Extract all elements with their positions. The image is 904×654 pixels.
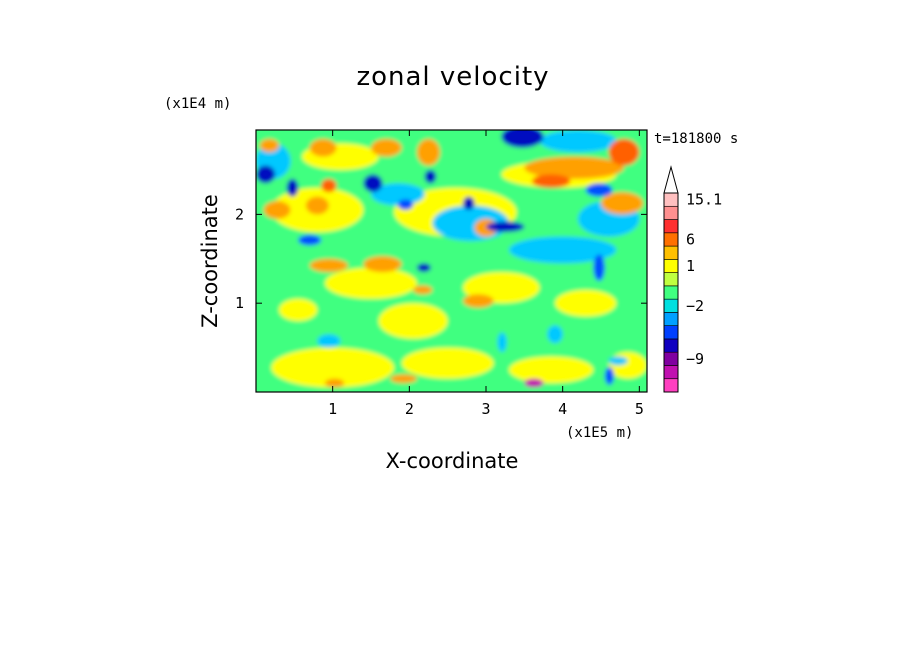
y-axis-label: Z-coordinate (198, 194, 222, 328)
x-tick-label: 1 (328, 400, 337, 418)
colorbar-label: 1 (686, 257, 695, 275)
colorbar: 15.1 6 1 −2 −9 (663, 165, 722, 393)
y-tick-label: 1 (235, 294, 244, 312)
colorbar-level (663, 259, 679, 273)
colorbar-level (663, 205, 679, 220)
colorbar-level (663, 219, 679, 234)
x-tick-label: 5 (635, 400, 644, 418)
colorbar-level (663, 338, 679, 353)
colorbar-label: −9 (686, 350, 704, 368)
colorbar-label: −2 (686, 297, 704, 315)
colorbar-level (663, 232, 679, 247)
colorbar-level (663, 351, 679, 366)
x-tick-label: 4 (558, 400, 567, 418)
x-scale-label: (x1E5 m) (566, 425, 633, 441)
plot-frame (255, 129, 648, 393)
x-tick-label: 3 (481, 400, 490, 418)
colorbar-level (663, 365, 679, 380)
colorbar-level (663, 192, 679, 207)
colorbar-level (663, 312, 679, 326)
colorbar-level (663, 272, 679, 287)
colorbar-level (663, 325, 679, 340)
x-tick-label: 2 (405, 400, 414, 418)
y-scale-label: (x1E4 m) (164, 96, 231, 112)
chart-title: zonal velocity (356, 62, 549, 92)
colorbar-label: 15.1 (686, 191, 722, 209)
time-label: t=181800 s (654, 131, 738, 147)
colorbar-level (663, 378, 679, 393)
x-axis-label: X-coordinate (386, 449, 519, 473)
x-axis: 1 2 3 4 5 (328, 130, 644, 418)
velocity-field (256, 130, 647, 392)
colorbar-level (663, 298, 679, 313)
y-tick-label: 2 (235, 205, 244, 223)
colorbar-frame (663, 192, 679, 393)
colorbar-level (663, 245, 679, 260)
colorbar-extend-arrow (663, 165, 679, 194)
y-axis: 12 (235, 205, 647, 312)
colorbar-level (663, 285, 679, 300)
colorbar-label: 6 (686, 230, 695, 248)
